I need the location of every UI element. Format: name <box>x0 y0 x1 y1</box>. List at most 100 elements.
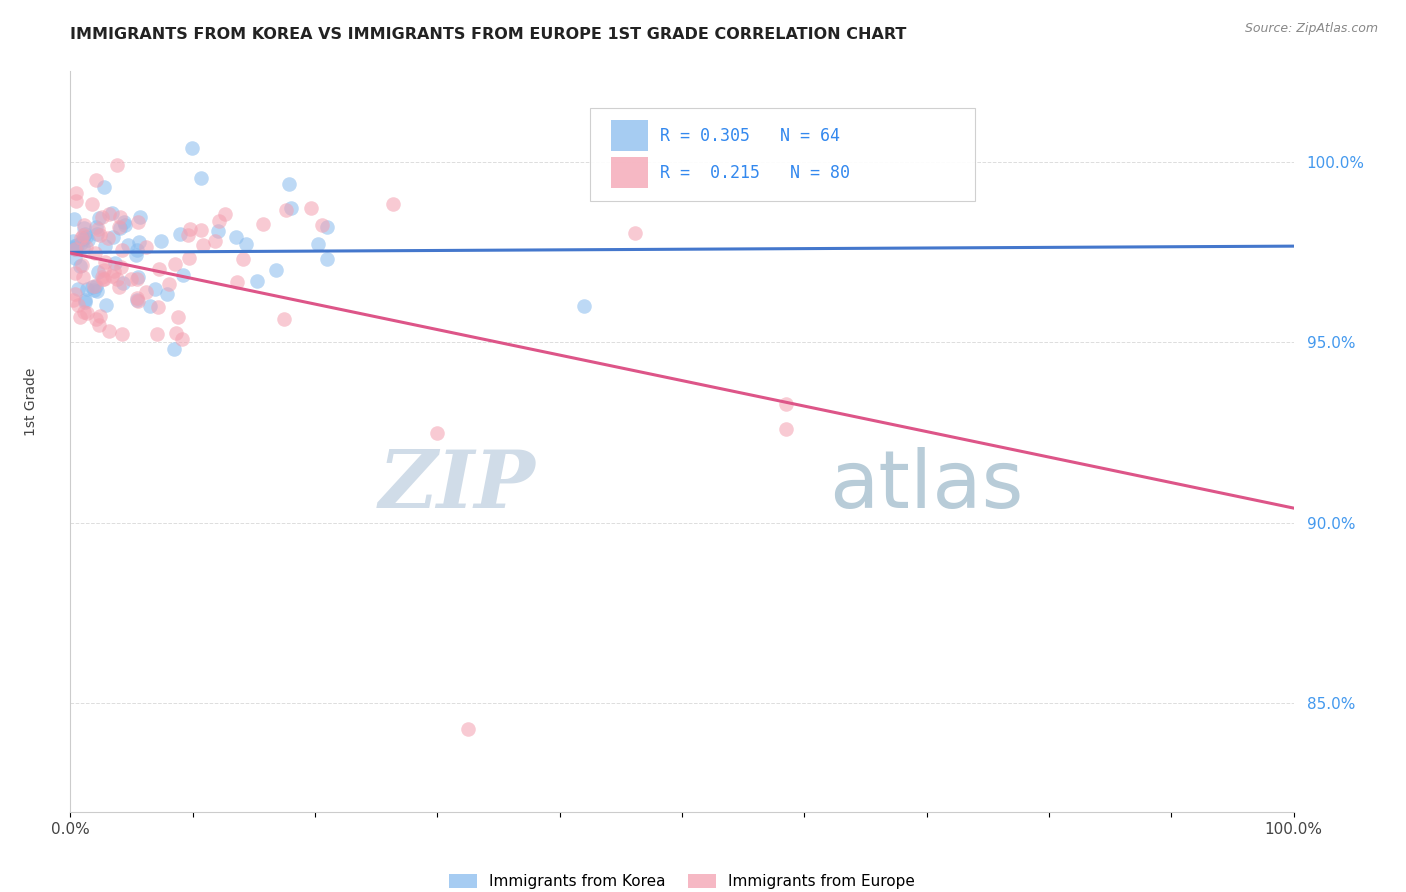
Point <box>127 272 149 286</box>
Point <box>127 243 149 257</box>
Point <box>65 194 87 208</box>
Point <box>72 232 94 246</box>
Point <box>72 227 94 242</box>
Point <box>114 218 136 232</box>
Point <box>84 278 107 293</box>
Point <box>148 261 170 276</box>
Point <box>299 201 322 215</box>
Point <box>62 212 84 227</box>
Point <box>72 269 94 284</box>
Point <box>214 207 236 221</box>
Point <box>172 333 194 347</box>
Point <box>89 211 111 225</box>
Point <box>72 240 94 254</box>
Point <box>149 235 172 249</box>
Point <box>179 221 201 235</box>
Point <box>315 219 337 234</box>
Point <box>225 229 247 244</box>
Point <box>87 318 110 332</box>
Point <box>624 227 647 241</box>
Point <box>63 242 86 256</box>
Point <box>60 241 83 255</box>
Point <box>226 275 249 289</box>
Point <box>84 219 107 234</box>
Point <box>775 422 797 436</box>
Point <box>104 256 127 270</box>
Point <box>70 258 93 272</box>
Point <box>66 238 89 252</box>
Point <box>96 298 118 312</box>
Point <box>128 210 150 224</box>
Point <box>146 326 169 341</box>
Point <box>76 282 98 296</box>
Point <box>127 294 149 309</box>
Point <box>190 223 212 237</box>
Point <box>75 227 97 241</box>
Point <box>82 280 104 294</box>
Point <box>65 267 87 281</box>
Point <box>274 203 297 218</box>
Point <box>62 239 84 253</box>
Point <box>426 425 449 440</box>
Point <box>75 230 97 244</box>
Point <box>163 343 186 357</box>
Point <box>63 243 86 257</box>
Point <box>80 197 103 211</box>
Point <box>93 180 115 194</box>
Point <box>572 299 595 313</box>
Point <box>66 282 89 296</box>
Point <box>128 235 150 249</box>
Text: atlas: atlas <box>828 447 1024 525</box>
Point <box>277 178 299 192</box>
Point <box>179 251 201 265</box>
Point <box>232 252 254 267</box>
Point <box>86 222 108 236</box>
Point <box>110 221 132 235</box>
Point <box>101 269 124 284</box>
Point <box>252 217 274 231</box>
Point <box>204 234 226 248</box>
Point <box>98 324 121 338</box>
Text: ZIP: ZIP <box>378 447 536 524</box>
Point <box>73 305 96 319</box>
Point <box>246 274 269 288</box>
Point <box>69 259 91 273</box>
Point <box>108 219 131 234</box>
Point <box>69 310 91 324</box>
Point <box>97 231 120 245</box>
Point <box>86 227 108 241</box>
Point <box>112 215 135 229</box>
Point <box>457 722 479 736</box>
Point <box>316 252 339 266</box>
Point <box>62 235 84 249</box>
Point <box>235 236 257 251</box>
Point <box>156 286 179 301</box>
Point <box>311 219 333 233</box>
Point <box>264 263 287 277</box>
Point <box>65 186 87 200</box>
Bar <box>612 120 648 152</box>
Point <box>139 298 162 312</box>
Point <box>98 207 121 221</box>
Point <box>307 236 329 251</box>
Point <box>84 173 107 187</box>
Text: IMMIGRANTS FROM KOREA VS IMMIGRANTS FROM EUROPE 1ST GRADE CORRELATION CHART: IMMIGRANTS FROM KOREA VS IMMIGRANTS FROM… <box>70 27 907 42</box>
Point <box>117 238 139 252</box>
Point <box>105 158 128 172</box>
Point <box>91 269 114 284</box>
Point <box>73 219 96 233</box>
Point <box>107 280 129 294</box>
Point <box>143 282 166 296</box>
Point <box>280 202 302 216</box>
Point <box>91 271 114 285</box>
Point <box>163 256 186 270</box>
Point <box>101 206 124 220</box>
Point <box>93 272 115 286</box>
Point <box>127 269 149 284</box>
Point <box>93 263 115 277</box>
Point <box>157 277 180 292</box>
Point <box>75 295 97 310</box>
Legend: Immigrants from Korea, Immigrants from Europe: Immigrants from Korea, Immigrants from E… <box>449 873 915 889</box>
Text: R = 0.305   N = 64: R = 0.305 N = 64 <box>659 127 839 145</box>
Point <box>76 233 98 247</box>
